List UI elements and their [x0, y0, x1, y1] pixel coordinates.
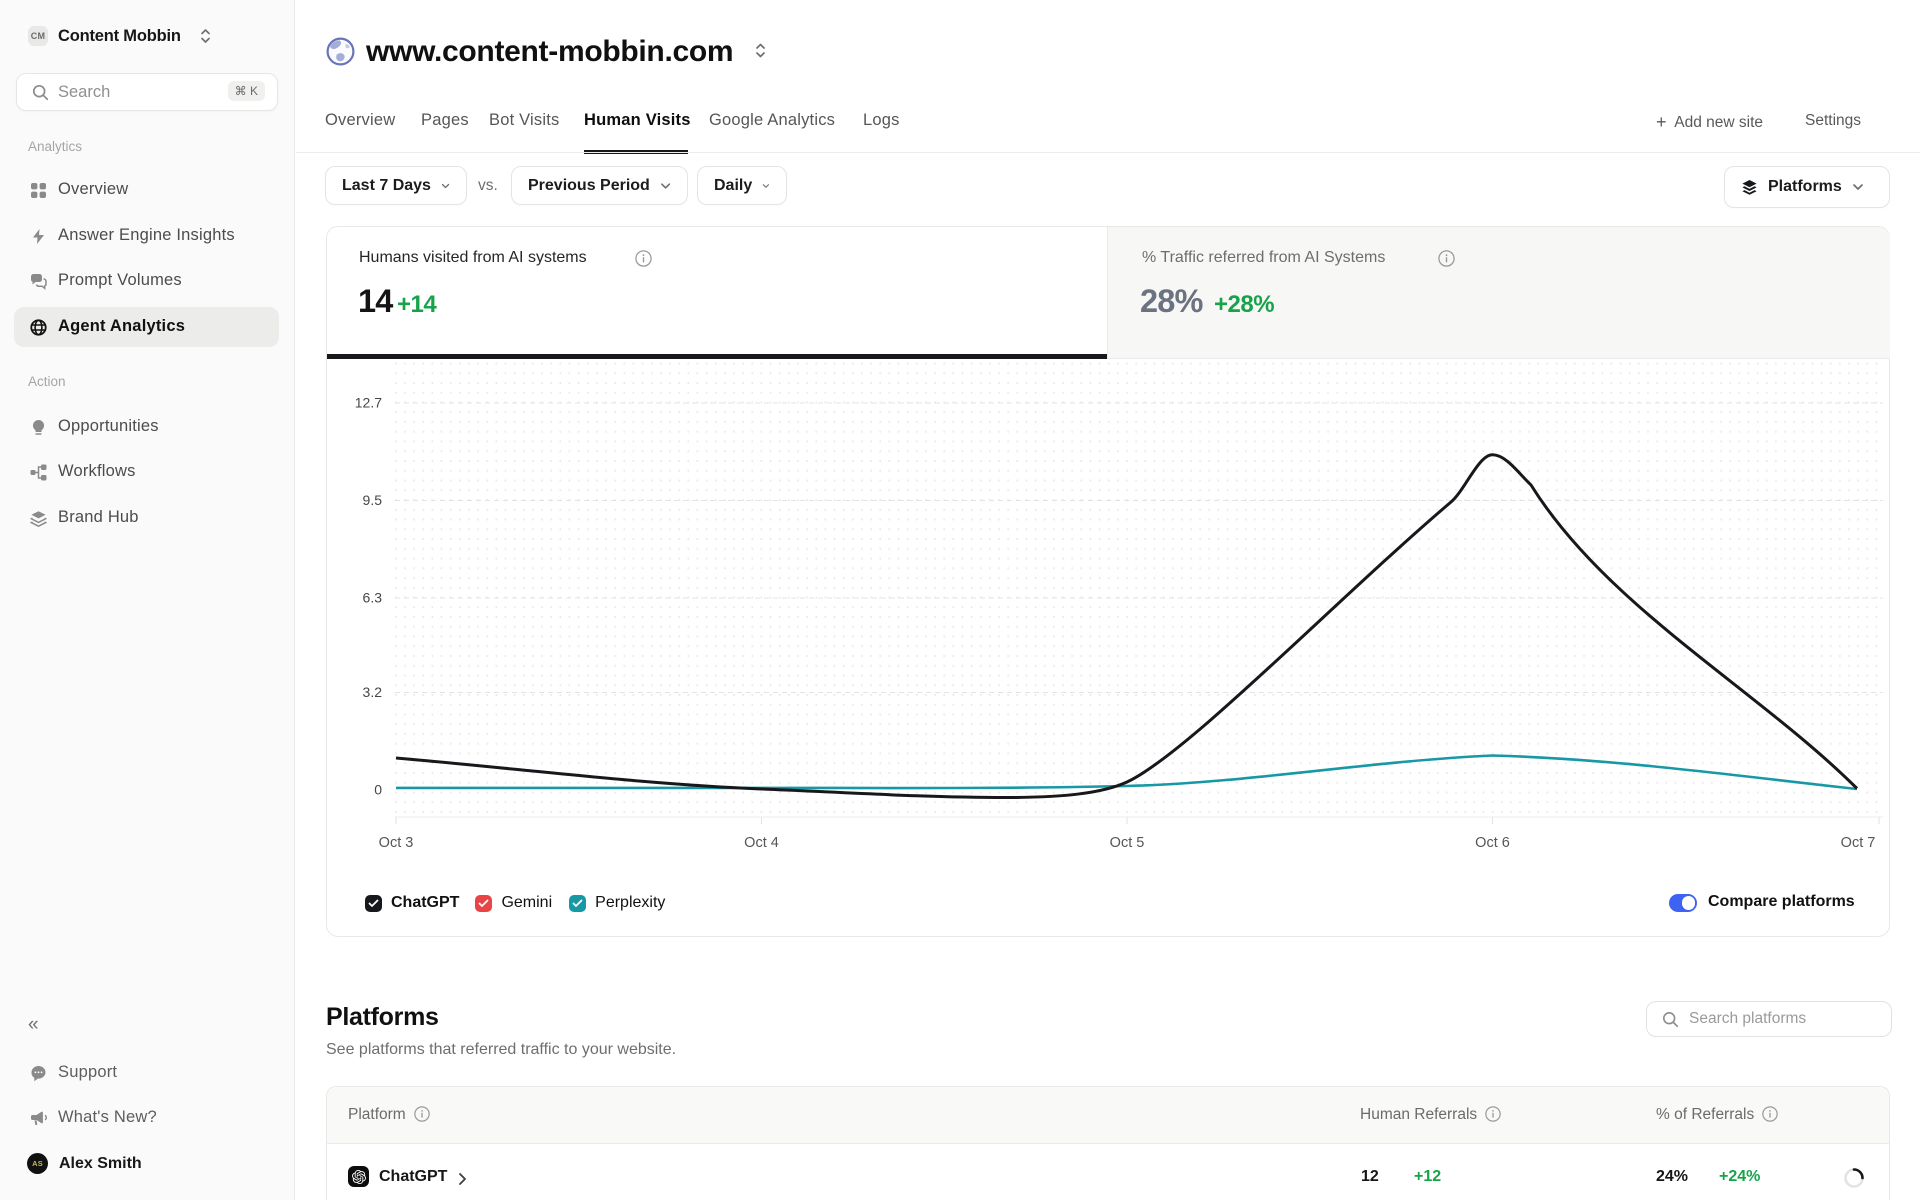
svg-text:Oct 7: Oct 7: [1841, 835, 1876, 851]
svg-text:9.5: 9.5: [363, 492, 383, 508]
svg-text:Oct 5: Oct 5: [1110, 835, 1145, 851]
svg-text:3.2: 3.2: [363, 684, 383, 700]
svg-text:Oct 3: Oct 3: [379, 835, 414, 851]
svg-text:0: 0: [374, 782, 382, 798]
svg-text:6.3: 6.3: [363, 590, 383, 606]
svg-text:Oct 6: Oct 6: [1475, 835, 1510, 851]
svg-text:Oct 4: Oct 4: [744, 835, 779, 851]
svg-text:12.7: 12.7: [355, 395, 382, 411]
